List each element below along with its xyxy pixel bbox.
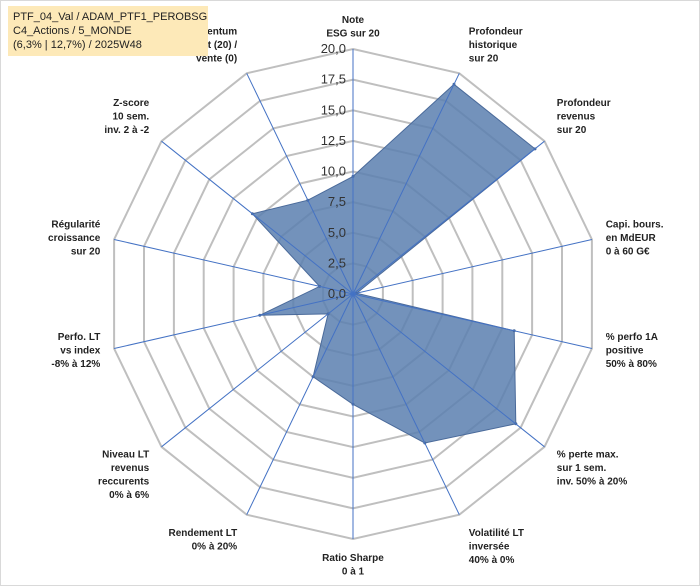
category-label: Note ESG sur 20 [326,15,380,40]
category-label: Rendement LT 0% à 20% [168,528,237,553]
category-label: Profondeur historique sur 20 [469,27,523,65]
category-label-line: Vente (0) [196,54,238,65]
category-label-line: inv. 2 à -2 [104,125,149,136]
axis-spoke [161,140,354,295]
category-label-line: reccurents [98,477,150,488]
info-line-3: (6,3% | 12,7%) / 2025W48 [13,39,142,51]
tick-label: 17,5 [321,72,346,87]
category-label: Capi. bours. en MdEUR 0 à 60 G€ [606,220,664,258]
axis-spoke [113,293,354,349]
category-label-line: Ratio Sharpe [322,553,384,564]
tick-label: 20,0 [321,41,346,56]
axis-spoke [352,293,593,349]
category-label: % perfo 1A positive 50% à 80% [606,332,658,370]
category-label-line: % perfo 1A [606,332,658,343]
category-label-line: croissance [48,233,101,244]
category-label-line: vs index [60,346,100,357]
category-label-line: sur 1 sem. [557,463,607,474]
info-line-2: C4_Actions / 5_MONDE [13,25,132,37]
axis-spoke [352,140,545,295]
tick-label: 0,0 [328,286,346,301]
tick-label: 12,5 [321,133,346,148]
category-label: Profondeur revenus sur 20 [557,98,611,136]
radial-tick-labels: 0,0 2,5 5,0 7,5 10,0 12,5 15,0 17,5 20,0 [321,41,346,301]
category-label-line: revenus [557,111,596,122]
category-label-line: inv. 50% à 20% [557,477,628,488]
category-label-line: Z-score [113,98,150,109]
category-label-line: revenus [111,463,150,474]
series-area [251,83,536,444]
category-label-line: 0% à 6% [109,490,149,501]
category-label-line: 50% à 80% [606,359,657,370]
tick-label: 2,5 [328,255,346,270]
category-label: Ratio Sharpe 0 à 1 [322,553,384,578]
category-label-line: 0 à 1 [342,567,365,578]
radar-spokes [113,49,593,539]
radar-area [250,82,537,445]
axis-spoke [352,73,460,295]
category-label-line: Achat (20) / [183,40,237,51]
axis-spoke [113,239,354,295]
category-label-line: Capi. bours. [606,220,664,231]
category-label: Momentum Achat (20) / Vente (0) [183,27,237,65]
category-label: Z-score 10 sem. inv. 2 à -2 [104,98,149,136]
axis-spoke [161,293,354,448]
category-label-line: 10 sem. [112,111,149,122]
category-label-line: 0% à 20% [192,541,238,552]
info-box: PTF_04_Val / ADAM_PTF1_PEROBSG C4_Action… [8,6,208,56]
category-label-line: Profondeur [469,27,523,38]
category-label-line: Note [342,15,365,26]
category-label-line: positive [606,346,644,357]
category-label-line: Niveau LT [102,450,149,461]
category-label-line: Volatilité LT [469,528,524,539]
category-label-line: Momentum [184,27,237,38]
category-label-line: % perte max. [557,450,619,461]
category-label: Régularité croissance sur 20 [48,220,101,258]
category-label: Niveau LT revenus reccurents 0% à 6% [98,450,150,502]
tick-label: 10,0 [321,164,346,179]
category-label-line: Rendement LT [168,528,237,539]
category-label-line: sur 20 [469,54,499,65]
tick-label: 15,0 [321,102,346,117]
axis-spoke [352,293,545,448]
category-label-line: 0 à 60 G€ [606,247,650,258]
axis-spoke [352,239,593,295]
category-label: Volatilité LT inversée 40% à 0% [469,528,524,566]
category-label-line: sur 20 [557,125,587,136]
category-label-line: Régularité [51,220,100,231]
axis-spoke [246,73,354,295]
category-label-line: sur 20 [71,247,101,258]
tick-label: 7,5 [328,194,346,209]
tick-label: 5,0 [328,225,346,240]
category-label-line: Perfo. LT [58,332,101,343]
info-line-1: PTF_04_Val / ADAM_PTF1_PEROBSG [13,11,208,23]
axis-spoke [246,293,354,515]
category-label-line: historique [469,40,518,51]
category-label-line: inversée [469,541,510,552]
category-label: Perfo. LT vs index -8% à 12% [51,332,100,370]
category-label-line: ESG sur 20 [326,29,380,40]
axis-spoke [352,293,460,515]
category-label-line: -8% à 12% [51,359,100,370]
category-label-line: Profondeur [557,98,611,109]
category-labels: Note ESG sur 20 Profondeur historique sur 20… [48,15,664,578]
category-label-line: 40% à 0% [469,555,515,566]
category-label: % perte max. sur 1 sem. inv. 50% à 20% [557,450,628,488]
category-label-line: en MdEUR [606,233,657,244]
